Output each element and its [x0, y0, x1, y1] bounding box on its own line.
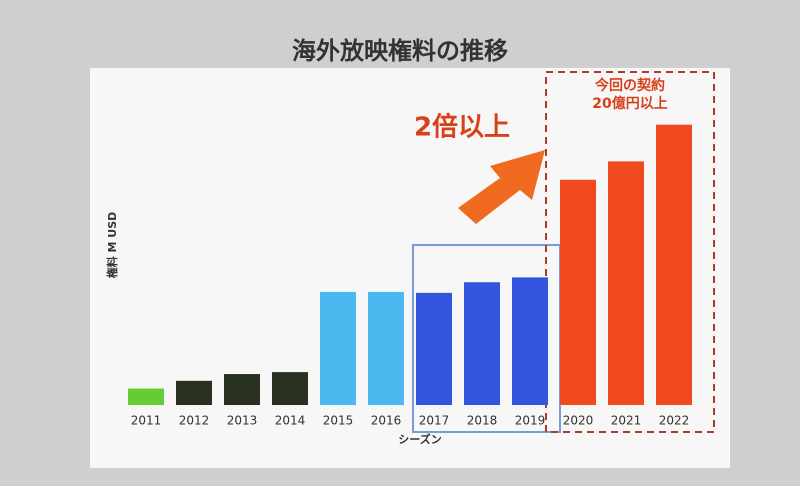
x-tick-label: 2021 [611, 414, 642, 428]
x-axis-label: シーズン [398, 432, 441, 446]
x-tick-label: 2019 [515, 414, 546, 428]
bar [656, 124, 692, 406]
arrow [458, 150, 545, 224]
x-tick-label: 2011 [131, 414, 162, 428]
bar [272, 372, 308, 405]
y-axis-label: 権料 M USD [105, 212, 119, 279]
contract-box [545, 71, 715, 433]
bar [560, 179, 596, 405]
x-tick-label: 2020 [563, 414, 594, 428]
x-tick-label: 2017 [419, 414, 450, 428]
annotation: 今回の契約 [594, 77, 665, 94]
annotation: 20億円以上 [592, 95, 667, 112]
bar [320, 291, 356, 405]
x-tick-label: 2012 [179, 414, 210, 428]
x-tick-label: 2016 [371, 414, 402, 428]
bar [464, 282, 500, 405]
chart-title: 海外放映権料の推移 [292, 37, 508, 65]
bar [176, 380, 212, 405]
bar [608, 161, 644, 405]
bar [128, 388, 164, 405]
x-tick-label: 2022 [659, 414, 690, 428]
bar [416, 292, 452, 405]
bar [368, 291, 404, 405]
annotation: 2倍以上 [414, 112, 510, 143]
bar [512, 277, 548, 405]
bar [224, 374, 260, 405]
x-tick-label: 2015 [323, 414, 354, 428]
x-tick-label: 2018 [467, 414, 498, 428]
x-tick-label: 2014 [275, 414, 306, 428]
x-tick-label: 2013 [227, 414, 258, 428]
